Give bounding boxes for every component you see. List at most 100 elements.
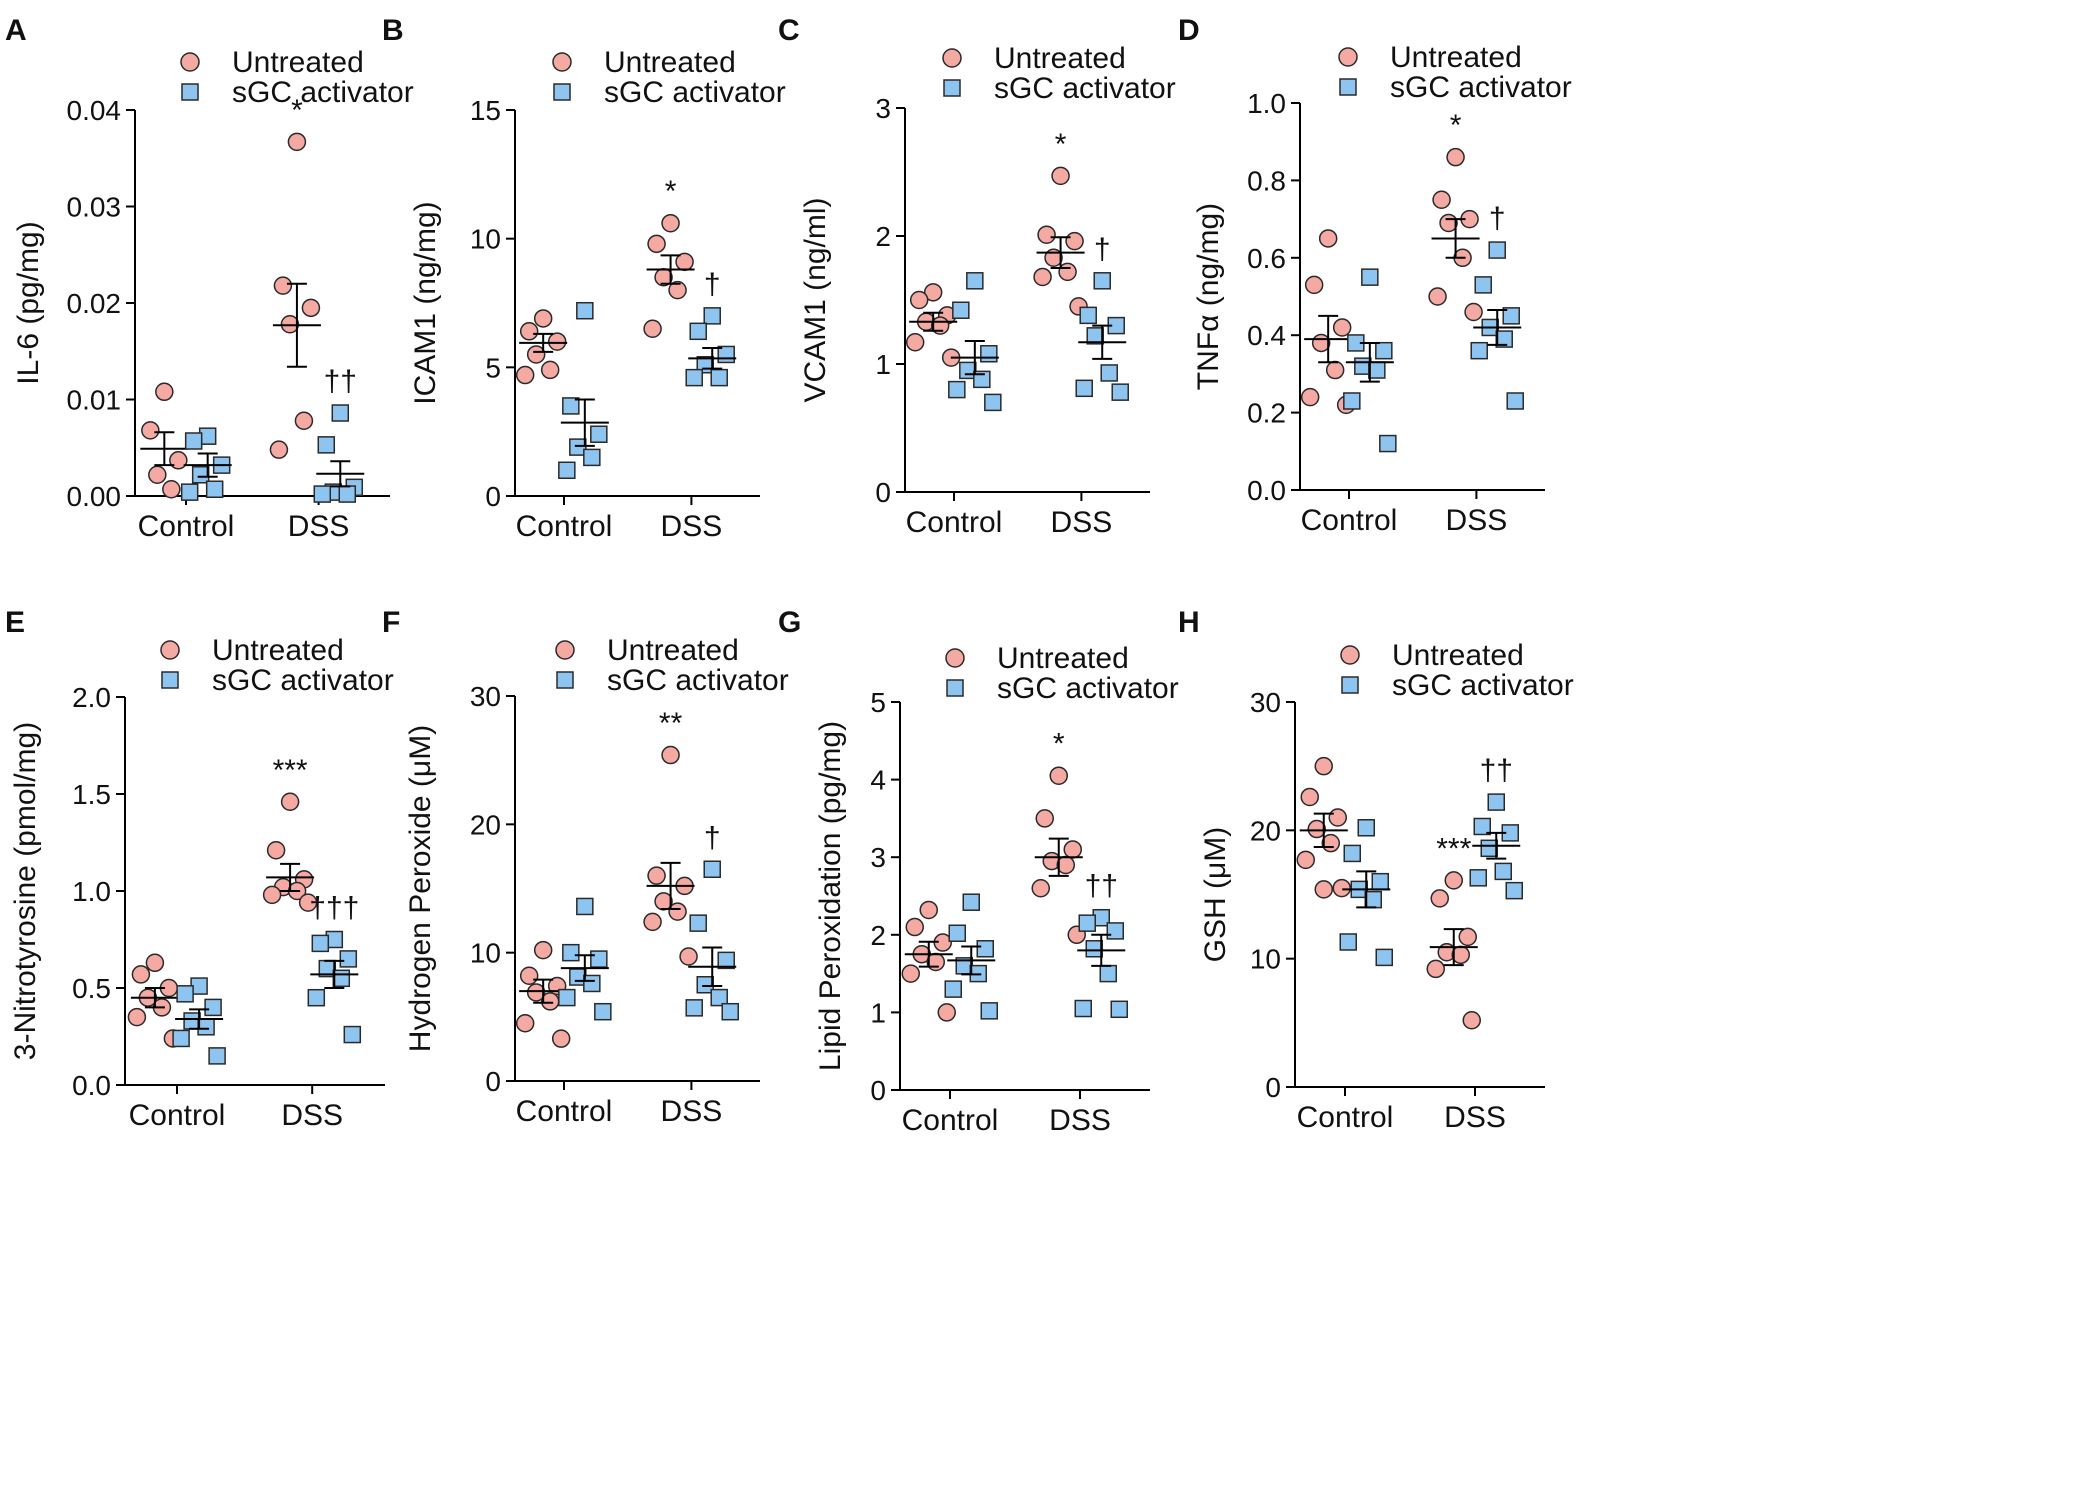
data-point-sgc bbox=[984, 393, 1002, 412]
data-point-untreated bbox=[1451, 945, 1470, 965]
y-tick-label: 2 bbox=[870, 920, 886, 951]
x-tick-label: DSS bbox=[1051, 506, 1113, 539]
data-point-sgc bbox=[689, 914, 707, 932]
significance-annotation: * bbox=[1055, 128, 1067, 161]
data-point-untreated bbox=[145, 953, 165, 973]
data-point-untreated bbox=[1049, 766, 1068, 785]
significance-annotation: † bbox=[1094, 233, 1111, 266]
data-point-untreated bbox=[1428, 287, 1447, 306]
data-point-sgc bbox=[204, 998, 222, 1017]
legend-sgc-label: sGC activator bbox=[994, 72, 1176, 105]
x-tick-label: DSS bbox=[281, 1099, 343, 1132]
data-point-untreated bbox=[540, 992, 560, 1011]
y-tick-label: 1 bbox=[870, 997, 886, 1028]
data-point-sgc bbox=[944, 980, 962, 998]
legend-sgc-label: sGC activator bbox=[232, 76, 414, 109]
data-point-untreated bbox=[301, 298, 321, 318]
data-point-sgc bbox=[331, 404, 350, 422]
data-point-sgc bbox=[172, 1029, 190, 1048]
data-point-sgc bbox=[558, 461, 576, 480]
x-tick-label: DSS bbox=[1049, 1104, 1111, 1137]
data-point-sgc bbox=[1110, 1000, 1128, 1019]
data-point-untreated bbox=[1328, 808, 1347, 827]
y-tick-label: 20 bbox=[470, 809, 501, 840]
data-point-sgc bbox=[343, 1025, 362, 1044]
data-point-untreated bbox=[1307, 819, 1326, 839]
data-point-untreated bbox=[909, 290, 929, 310]
y-tick-label: 0.00 bbox=[67, 481, 122, 512]
data-point-sgc bbox=[562, 397, 580, 415]
data-point-untreated bbox=[1300, 787, 1319, 807]
data-point-sgc bbox=[948, 380, 966, 399]
x-tick-label: DSS bbox=[1446, 504, 1508, 537]
legend-sgc-marker bbox=[161, 671, 179, 689]
y-tick-label: 0.01 bbox=[67, 385, 122, 416]
x-tick-label: Control bbox=[516, 1095, 613, 1128]
data-point-sgc bbox=[180, 483, 199, 501]
data-point-untreated bbox=[1321, 833, 1340, 853]
data-point-untreated bbox=[937, 1003, 956, 1022]
y-tick-label: 3 bbox=[875, 93, 891, 124]
data-point-untreated bbox=[1325, 360, 1345, 380]
legend-sgc-label: sGC activator bbox=[1390, 71, 1572, 104]
data-point-sgc bbox=[685, 368, 703, 387]
data-point-untreated bbox=[1464, 302, 1483, 322]
y-tick-label: 0.04 bbox=[67, 95, 122, 126]
panel-letter: F bbox=[382, 606, 400, 639]
x-tick-label: DSS bbox=[661, 1095, 723, 1128]
y-tick-label: 0.4 bbox=[1247, 320, 1286, 351]
data-point-sgc bbox=[1106, 922, 1124, 940]
data-point-sgc bbox=[558, 988, 576, 1007]
data-point-sgc bbox=[1480, 839, 1498, 858]
data-point-untreated bbox=[141, 421, 160, 440]
data-point-sgc bbox=[576, 301, 594, 320]
data-point-untreated bbox=[1058, 262, 1077, 282]
y-axis-title: 3-Nitrotyrosine (pmol/mg) bbox=[9, 722, 42, 1060]
y-tick-label: 1.0 bbox=[72, 876, 111, 907]
y-tick-label: 20 bbox=[1250, 815, 1281, 846]
data-point-untreated bbox=[679, 947, 698, 966]
data-point-sgc bbox=[1078, 914, 1096, 932]
data-point-untreated bbox=[1033, 267, 1052, 287]
data-point-sgc bbox=[721, 1002, 739, 1021]
legend-sgc-label: sGC activator bbox=[212, 664, 394, 697]
data-point-sgc bbox=[1375, 948, 1393, 967]
data-point-sgc bbox=[703, 860, 721, 878]
y-tick-label: 30 bbox=[1250, 687, 1281, 718]
data-point-sgc bbox=[1074, 999, 1092, 1018]
data-point-untreated bbox=[1318, 229, 1338, 248]
data-point-untreated bbox=[551, 1029, 571, 1048]
data-point-sgc bbox=[1339, 933, 1357, 951]
data-point-untreated bbox=[1462, 1011, 1481, 1030]
data-point-sgc bbox=[339, 950, 358, 968]
y-tick-label: 0.8 bbox=[1247, 165, 1286, 196]
legend-sgc-label: sGC activator bbox=[607, 664, 789, 697]
legend-untreated-marker bbox=[1340, 645, 1360, 665]
data-point-untreated bbox=[148, 465, 167, 485]
data-point-sgc bbox=[966, 272, 984, 290]
legend-untreated-marker bbox=[942, 48, 962, 68]
data-point-untreated bbox=[515, 1014, 535, 1033]
significance-annotation: †† bbox=[1085, 870, 1118, 903]
panel-letter: A bbox=[5, 14, 27, 47]
data-point-untreated bbox=[661, 745, 680, 765]
y-tick-label: 10 bbox=[470, 224, 501, 255]
panel-a: A 0.00 0.01 0.02 0.03 0.04 IL-6 (pg/mg) Control… bbox=[5, 14, 414, 543]
data-point-untreated bbox=[540, 360, 560, 380]
data-point-sgc bbox=[317, 436, 336, 454]
significance-annotation: *** bbox=[273, 754, 308, 787]
data-point-sgc bbox=[973, 370, 991, 389]
data-point-untreated bbox=[287, 132, 307, 152]
significance-annotation: †† bbox=[324, 365, 357, 398]
data-point-sgc bbox=[1099, 964, 1117, 983]
data-point-sgc bbox=[1111, 383, 1129, 401]
significance-annotation: †† bbox=[1480, 754, 1513, 787]
data-point-untreated bbox=[905, 332, 925, 352]
data-point-untreated bbox=[643, 912, 662, 932]
data-point-untreated bbox=[1446, 147, 1465, 167]
x-tick-label: Control bbox=[902, 1104, 999, 1137]
data-point-untreated bbox=[643, 319, 662, 338]
legend-sgc-marker bbox=[553, 83, 571, 101]
x-tick-label: Control bbox=[516, 510, 613, 543]
